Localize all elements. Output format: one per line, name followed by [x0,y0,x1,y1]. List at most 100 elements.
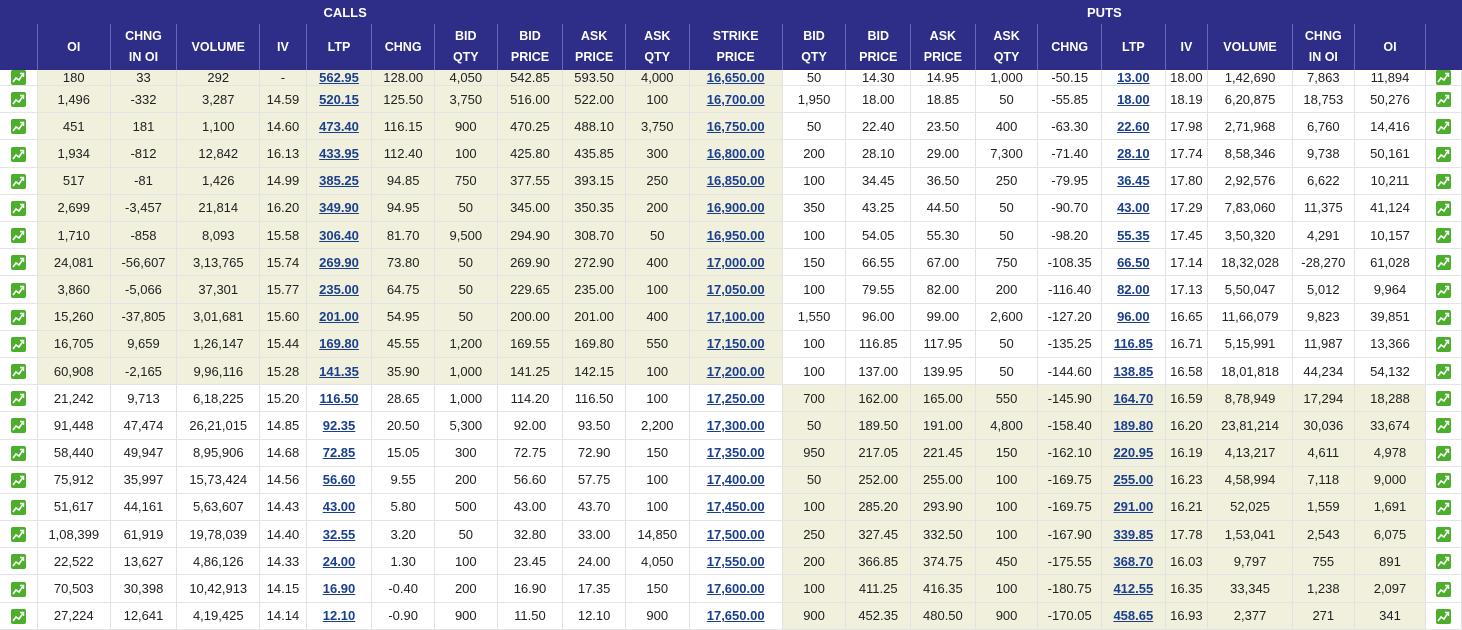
strike-price-link[interactable]: 17,300.00 [706,417,765,433]
strike-price-link[interactable]: 17,150.00 [706,336,765,352]
put-ltp-link[interactable]: 339.85 [1113,526,1154,542]
strike-price-link[interactable]: 16,800.00 [706,146,765,162]
chart-trend-icon[interactable] [1436,527,1452,543]
strike-price-link[interactable]: 17,650.00 [706,608,765,624]
strike-price-link[interactable]: 17,200.00 [706,363,765,379]
chart-trend-icon[interactable] [10,309,26,325]
call-ltp-link[interactable]: 141.35 [319,363,359,379]
chart-trend-icon[interactable] [10,554,26,570]
chart-trend-icon[interactable] [1436,445,1452,461]
strike-price-link[interactable]: 17,050.00 [706,281,765,297]
put-ltp-link[interactable]: 96.00 [1117,309,1150,325]
strike-price-link[interactable]: 17,400.00 [706,472,765,488]
call-ltp-link[interactable]: 269.90 [319,254,359,270]
chart-trend-icon[interactable] [10,391,26,407]
put-ltp-link[interactable]: 82.00 [1117,281,1150,297]
strike-price-link[interactable]: 17,600.00 [706,581,765,597]
chart-trend-icon[interactable] [10,70,26,85]
chart-trend-icon[interactable] [1436,364,1452,380]
call-ltp-link[interactable]: 473.40 [319,118,359,134]
put-ltp-link[interactable]: 189.80 [1113,417,1154,433]
call-ltp-link[interactable]: 169.80 [319,336,359,352]
strike-price-link[interactable]: 17,500.00 [706,526,765,542]
strike-price-link[interactable]: 16,900.00 [706,200,765,216]
strike-price-link[interactable]: 17,250.00 [706,390,765,406]
chart-trend-icon[interactable] [1436,70,1452,85]
strike-price-link[interactable]: 17,100.00 [706,309,765,325]
strike-price-link[interactable]: 16,700.00 [706,91,765,107]
chart-trend-icon[interactable] [1436,309,1452,325]
call-ltp-link[interactable]: 16.90 [322,581,356,597]
chart-trend-icon[interactable] [10,282,26,298]
chart-trend-icon[interactable] [1436,336,1452,352]
call-ltp-link[interactable]: 116.50 [319,390,359,406]
call-ltp-link[interactable]: 306.40 [319,227,359,243]
chart-trend-icon[interactable] [10,119,26,135]
chart-trend-icon[interactable] [10,255,26,271]
call-ltp-link[interactable]: 520.15 [319,91,359,107]
chart-trend-icon[interactable] [1436,173,1452,189]
put-ltp-link[interactable]: 43.00 [1117,200,1150,216]
put-ltp-link[interactable]: 138.85 [1113,363,1154,379]
put-ltp-link[interactable]: 291.00 [1113,499,1154,515]
call-ltp-link[interactable]: 349.90 [319,200,359,216]
call-ltp-link[interactable]: 201.00 [319,309,359,325]
call-ltp-link[interactable]: 24.00 [322,553,356,569]
chart-trend-icon[interactable] [10,472,26,488]
call-ltp-link[interactable]: 72.85 [322,445,356,461]
call-ltp-link[interactable]: 562.95 [319,70,359,86]
chart-trend-icon[interactable] [1436,119,1452,135]
chart-trend-icon[interactable] [10,364,26,380]
chart-trend-icon[interactable] [10,527,26,543]
strike-price-link[interactable]: 16,650.00 [706,70,765,86]
chart-trend-icon[interactable] [10,418,26,434]
chart-trend-icon[interactable] [1436,581,1452,597]
call-ltp-link[interactable]: 235.00 [319,281,359,297]
chart-trend-icon[interactable] [10,445,26,461]
chart-trend-icon[interactable] [10,173,26,189]
put-ltp-link[interactable]: 13.00 [1117,70,1150,86]
chart-trend-icon[interactable] [1436,228,1452,244]
call-ltp-link[interactable]: 433.95 [319,146,359,162]
chart-trend-icon[interactable] [10,500,26,515]
put-ltp-link[interactable]: 164.70 [1113,390,1154,406]
strike-price-link[interactable]: 17,000.00 [706,254,765,270]
strike-price-link[interactable]: 16,850.00 [706,173,765,189]
chart-trend-icon[interactable] [1436,608,1452,624]
chart-trend-icon[interactable] [1436,472,1452,488]
put-ltp-link[interactable]: 66.50 [1117,254,1150,270]
chart-trend-icon[interactable] [1436,418,1452,434]
put-ltp-link[interactable]: 28.10 [1117,146,1150,162]
put-ltp-link[interactable]: 116.85 [1113,336,1153,352]
put-ltp-link[interactable]: 368.70 [1113,553,1154,569]
chart-trend-icon[interactable] [1436,554,1452,570]
strike-price-link[interactable]: 17,350.00 [706,445,765,461]
call-ltp-link[interactable]: 43.00 [322,499,356,515]
chart-trend-icon[interactable] [1436,282,1452,298]
chart-trend-icon[interactable] [10,608,26,624]
put-ltp-link[interactable]: 55.35 [1117,227,1150,243]
put-ltp-link[interactable]: 22.60 [1117,118,1150,134]
chart-trend-icon[interactable] [1436,500,1452,515]
strike-price-link[interactable]: 17,550.00 [706,553,765,569]
call-ltp-link[interactable]: 92.35 [322,417,356,433]
chart-trend-icon[interactable] [10,92,26,108]
chart-trend-icon[interactable] [10,200,26,216]
put-ltp-link[interactable]: 18.00 [1117,91,1150,107]
put-ltp-link[interactable]: 220.95 [1113,445,1154,461]
chart-trend-icon[interactable] [1436,391,1452,407]
call-ltp-link[interactable]: 12.10 [322,608,356,624]
put-ltp-link[interactable]: 458.65 [1113,608,1154,624]
chart-trend-icon[interactable] [1436,146,1452,162]
chart-trend-icon[interactable] [10,228,26,244]
chart-trend-icon[interactable] [1436,255,1452,271]
call-ltp-link[interactable]: 32.55 [322,526,356,542]
put-ltp-link[interactable]: 255.00 [1113,472,1154,488]
call-ltp-link[interactable]: 385.25 [319,173,359,189]
strike-price-link[interactable]: 16,750.00 [706,118,765,134]
chart-trend-icon[interactable] [10,581,26,597]
chart-trend-icon[interactable] [1436,92,1452,108]
strike-price-link[interactable]: 17,450.00 [706,499,765,515]
chart-trend-icon[interactable] [10,146,26,162]
chart-trend-icon[interactable] [10,336,26,352]
